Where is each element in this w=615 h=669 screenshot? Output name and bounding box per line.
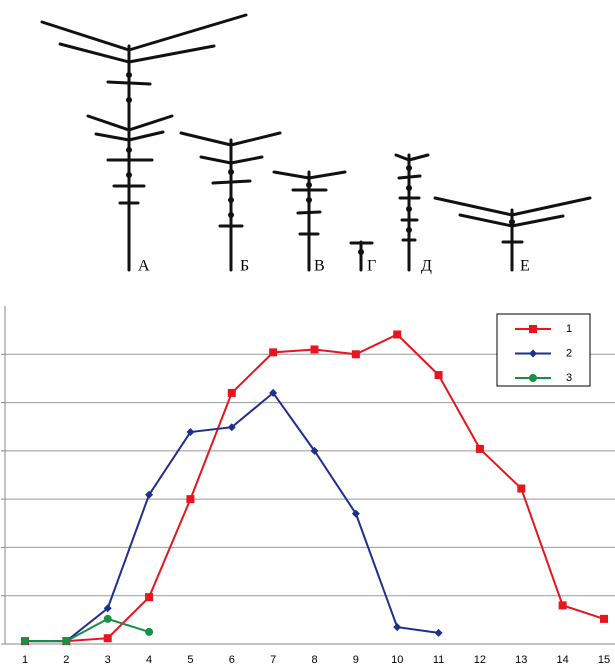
x-tick-label: 15 <box>598 654 610 666</box>
plant-label: Г <box>367 258 376 275</box>
marker <box>529 374 537 382</box>
plant-diagrams <box>42 15 590 270</box>
marker <box>186 495 194 503</box>
legend-box <box>497 314 590 386</box>
marker <box>476 445 484 453</box>
marker <box>393 330 401 338</box>
x-tick-label: 4 <box>146 654 152 666</box>
legend-label: 1 <box>566 323 572 335</box>
x-tick-label: 6 <box>229 654 235 666</box>
legend-label: 3 <box>566 372 572 384</box>
marker <box>21 637 29 645</box>
marker <box>62 637 70 645</box>
marker <box>311 345 319 353</box>
marker <box>435 371 443 379</box>
marker <box>145 593 153 601</box>
marker <box>104 615 112 623</box>
marker <box>145 628 153 636</box>
marker <box>435 629 443 637</box>
plant-label: Е <box>520 258 530 275</box>
marker <box>393 623 401 631</box>
x-tick-label: 2 <box>63 654 69 666</box>
x-tick-label: 11 <box>433 654 444 666</box>
x-tick-label: 3 <box>105 654 111 666</box>
marker <box>228 389 236 397</box>
figure: А Б В Г Д Е 123456789101112131415123 <box>0 0 615 669</box>
plant-label: Д <box>421 258 432 275</box>
x-tick-label: 10 <box>391 654 403 666</box>
x-tick-label: 5 <box>187 654 193 666</box>
plant-label: В <box>314 258 325 275</box>
series-line <box>25 619 149 641</box>
marker <box>517 485 525 493</box>
plant-label: А <box>138 258 150 275</box>
x-tick-label: 7 <box>270 654 276 666</box>
x-tick-label: 8 <box>311 654 317 666</box>
marker <box>269 348 277 356</box>
plant-label: Б <box>240 258 249 275</box>
legend-label: 2 <box>566 347 572 359</box>
marker <box>352 350 360 358</box>
marker <box>529 325 537 333</box>
marker <box>104 634 112 642</box>
x-tick-label: 1 <box>22 654 28 666</box>
x-tick-label: 14 <box>557 654 569 666</box>
x-tick-label: 12 <box>474 654 486 666</box>
marker <box>600 615 608 623</box>
x-tick-label: 9 <box>353 654 359 666</box>
marker <box>559 601 567 609</box>
x-tick-label: 13 <box>515 654 527 666</box>
